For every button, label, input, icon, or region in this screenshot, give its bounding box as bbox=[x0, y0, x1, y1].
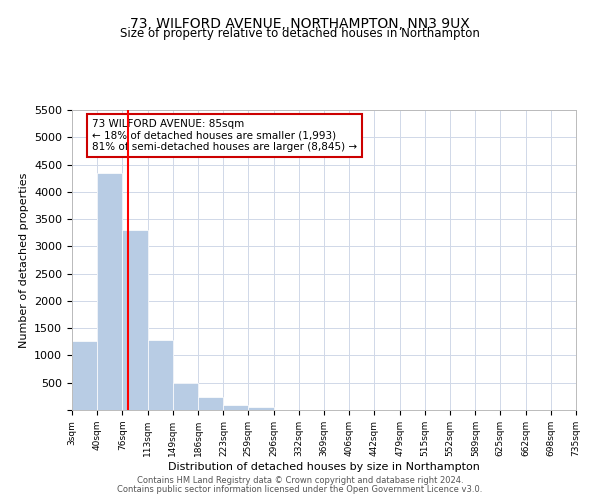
Bar bbox=[122, 230, 148, 410]
Text: 73, WILFORD AVENUE, NORTHAMPTON, NN3 9UX: 73, WILFORD AVENUE, NORTHAMPTON, NN3 9UX bbox=[130, 18, 470, 32]
X-axis label: Distribution of detached houses by size in Northampton: Distribution of detached houses by size … bbox=[168, 462, 480, 471]
Text: Contains HM Land Registry data © Crown copyright and database right 2024.: Contains HM Land Registry data © Crown c… bbox=[137, 476, 463, 485]
Text: Contains public sector information licensed under the Open Government Licence v3: Contains public sector information licen… bbox=[118, 485, 482, 494]
Bar bbox=[72, 340, 97, 410]
Text: Size of property relative to detached houses in Northampton: Size of property relative to detached ho… bbox=[120, 28, 480, 40]
Y-axis label: Number of detached properties: Number of detached properties bbox=[19, 172, 29, 348]
Bar bbox=[198, 397, 223, 410]
Bar bbox=[97, 172, 122, 410]
Bar bbox=[248, 408, 274, 410]
Text: 73 WILFORD AVENUE: 85sqm
← 18% of detached houses are smaller (1,993)
81% of sem: 73 WILFORD AVENUE: 85sqm ← 18% of detach… bbox=[92, 119, 357, 152]
Bar bbox=[148, 340, 173, 410]
Bar bbox=[173, 384, 198, 410]
Bar bbox=[223, 405, 248, 410]
